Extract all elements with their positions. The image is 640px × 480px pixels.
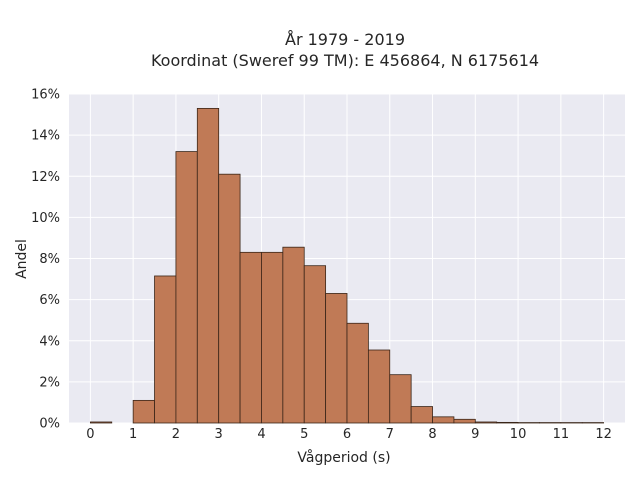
x-tick-label: 11 (553, 427, 570, 442)
x-tick-label: 9 (471, 427, 479, 442)
y-tick-label: 16% (31, 88, 60, 103)
x-tick-label: 10 (510, 427, 527, 442)
histogram-bar (367, 349, 391, 424)
y-tick-label: 8% (39, 252, 60, 267)
histogram-bar (175, 151, 198, 424)
histogram-bar (218, 173, 241, 424)
histogram-bar (261, 251, 284, 424)
y-axis-ticks: 0% 2% 4% 6% 8% 10% 12% 14% 16% (31, 88, 60, 432)
histogram-bar (282, 246, 305, 424)
y-tick-label: 0% (39, 417, 60, 432)
y-tick-label: 12% (31, 170, 60, 185)
x-axis-ticks: 0 1 2 3 4 5 6 7 8 9 10 11 12 (86, 427, 612, 442)
chart-title-line2: Koordinat (Sweref 99 TM): E 456864, N 61… (151, 51, 539, 70)
y-tick-label: 10% (31, 211, 60, 226)
histogram-bar (89, 421, 113, 424)
histogram-bar (196, 107, 220, 424)
histogram-bar (154, 275, 177, 424)
chart-title-line1: År 1979 - 2019 (285, 30, 405, 49)
histogram-bar (346, 322, 369, 424)
histogram-bar (496, 421, 519, 424)
histogram-bar (432, 416, 455, 424)
x-tick-label: 0 (86, 427, 94, 442)
y-tick-label: 4% (39, 334, 60, 349)
x-tick-label: 4 (257, 427, 265, 442)
y-axis-label: Andel (14, 239, 30, 279)
y-tick-label: 6% (39, 293, 60, 308)
x-tick-label: 6 (343, 427, 351, 442)
histogram-bar (303, 265, 327, 424)
histogram-bar (410, 406, 433, 424)
x-tick-label: 3 (215, 427, 223, 442)
x-tick-label: 2 (172, 427, 180, 442)
y-tick-label: 14% (31, 129, 60, 144)
x-tick-label: 5 (300, 427, 308, 442)
x-tick-label: 7 (386, 427, 394, 442)
histogram-bar (474, 421, 498, 424)
histogram-bar (132, 399, 155, 424)
histogram-bar (389, 374, 412, 424)
histogram-bar (453, 418, 476, 424)
x-tick-label: 12 (595, 427, 612, 442)
x-tick-label: 1 (129, 427, 137, 442)
histogram-bar (325, 293, 348, 424)
bars (89, 107, 605, 424)
x-tick-label: 8 (428, 427, 436, 442)
histogram-bar (239, 251, 262, 424)
x-axis-label: Vågperiod (s) (297, 449, 390, 466)
y-tick-label: 2% (39, 375, 60, 390)
